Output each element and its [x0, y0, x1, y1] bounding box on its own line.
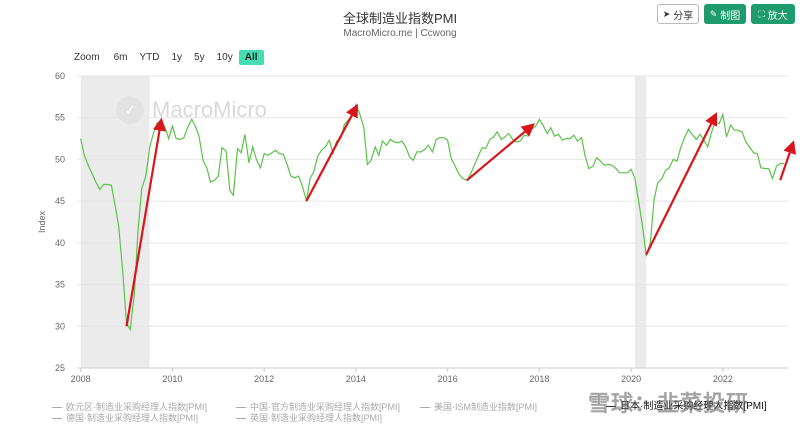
y-tick-label: 35: [55, 280, 65, 290]
trend-arrow: [779, 140, 796, 181]
watermark-text: MacroMicro: [152, 97, 267, 122]
legend-label: 德国·制造业采购经理人指数[PMI]: [66, 413, 198, 423]
zoom-bar: Zoom 6m YTD 1y 5y 10y All: [74, 50, 264, 65]
y-tick-label: 45: [55, 196, 65, 206]
zoom-10y-button[interactable]: 10y: [216, 52, 233, 63]
y-axis-title: Index: [37, 210, 47, 233]
legend-swatch: [52, 418, 62, 420]
recession-shade: [634, 76, 647, 368]
x-tick-label: 2012: [254, 374, 274, 384]
legend-label: 英国·制造业采购经理人指数[PMI]: [250, 413, 382, 423]
legend-item-highlighted[interactable]: 日本·制造业采购经理人指数[PMI]: [606, 397, 767, 412]
trend-arrow: [125, 117, 166, 327]
legend-swatch: [236, 407, 246, 409]
legend-label: 欧元区·制造业采购经理人指数[PMI]: [66, 402, 207, 412]
expand-icon: ⛶: [758, 8, 765, 19]
zoom-1y-button[interactable]: 1y: [171, 52, 183, 63]
y-tick-label: 40: [55, 238, 65, 248]
legend-item[interactable]: 英国·制造业采购经理人指数[PMI]: [236, 411, 382, 424]
x-tick-label: 2020: [621, 374, 641, 384]
zoom-label: Zoom: [74, 52, 100, 63]
legend-label: 中国·官方制造业采购经理人指数[PMI]: [250, 402, 400, 412]
y-tick-label: 60: [55, 71, 65, 81]
share-button[interactable]: ➤ 分享: [657, 4, 699, 24]
zoom-all-button[interactable]: All: [238, 50, 264, 65]
trend-arrow: [305, 103, 358, 202]
legend-swatch: [236, 418, 246, 420]
x-tick-label: 2008: [71, 374, 91, 384]
y-tick-label: 30: [55, 321, 65, 331]
x-tick-label: 2022: [713, 374, 733, 384]
y-tick-label: 55: [55, 113, 65, 123]
legend-item[interactable]: 德国·制造业采购经理人指数[PMI]: [52, 411, 198, 424]
legend-swatch: [420, 407, 430, 409]
series-line: [80, 102, 784, 332]
y-tick-label: 25: [55, 363, 65, 373]
x-tick-label: 2016: [438, 374, 458, 384]
x-tick-label: 2014: [346, 374, 366, 384]
enlarge-button-label: 放大: [767, 10, 788, 22]
zoom-5y-button[interactable]: 5y: [194, 52, 205, 63]
chart-title: 全球制造业指数PMI: [342, 11, 458, 26]
zoom-ytd-button[interactable]: YTD: [139, 52, 160, 63]
zoom-6m-button[interactable]: 6m: [113, 52, 128, 63]
x-tick-label: 2010: [162, 374, 182, 384]
pencil-icon: ✎: [709, 8, 718, 19]
legend-item[interactable]: 欧元区·制造业采购经理人指数[PMI]: [52, 400, 207, 413]
enlarge-button[interactable]: ⛶ 放大: [751, 4, 795, 24]
legend-swatch: [606, 405, 616, 407]
trend-arrow: [645, 112, 718, 256]
macromicro-logo-icon: ✓: [116, 96, 144, 124]
legend-swatch: [52, 407, 62, 409]
recession-shade: [80, 76, 150, 368]
share-icon: ➤: [662, 8, 671, 19]
make-chart-button-label: 制图: [720, 10, 741, 22]
xueqiu-stamp: 雪球：韭菜投研: [588, 391, 750, 416]
chart-subtitle: MacroMicro.me | Ccwong: [343, 28, 457, 39]
x-tick-label: 2018: [529, 374, 549, 384]
macromicro-watermark: ✓ MacroMicro: [116, 96, 267, 124]
legend-label: 日本·制造业采购经理人指数[PMI]: [620, 401, 767, 412]
legend-item[interactable]: 中国·官方制造业采购经理人指数[PMI]: [236, 400, 400, 413]
y-tick-label: 50: [55, 154, 65, 164]
legend-label: 美国·ISM制造业指数[PMI]: [434, 402, 537, 412]
legend-item[interactable]: 美国·ISM制造业指数[PMI]: [420, 400, 537, 413]
make-chart-button[interactable]: ✎ 制图: [704, 4, 746, 24]
trend-arrow: [466, 123, 535, 182]
share-button-label: 分享: [673, 10, 694, 22]
